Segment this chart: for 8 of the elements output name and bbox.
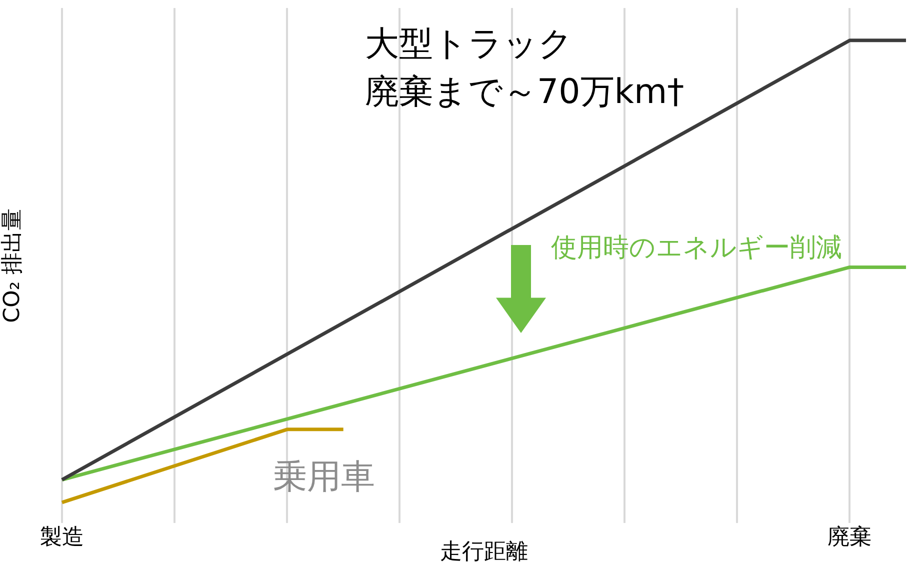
annotation: 廃棄まで～70万km† (365, 72, 684, 112)
y-axis-title: CO₂ 排出量 (0, 208, 25, 323)
x-axis-title: 走行距離 (440, 540, 528, 565)
x-tick-label: 製造 (40, 525, 84, 550)
annotation: 大型トラック (365, 24, 573, 64)
series-label: 乗用車 (273, 457, 375, 497)
x-tick-label: 廃棄 (828, 525, 872, 550)
annotation: 使用時のエネルギー削減 (551, 233, 842, 263)
